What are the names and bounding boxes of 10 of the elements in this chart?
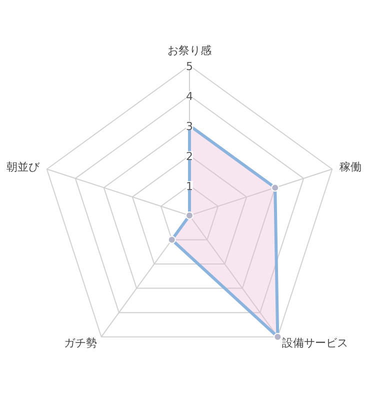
- y-tick-label: 2: [186, 150, 193, 163]
- spoke-label: 設備サービス: [282, 336, 348, 350]
- y-tick-label: 3: [186, 120, 193, 133]
- y-tick-label: 4: [186, 90, 193, 103]
- y-tick-label: 1: [186, 180, 193, 193]
- spoke-label: お祭り感: [168, 44, 212, 57]
- spoke-label: 稼働: [339, 160, 362, 174]
- spoke-label: 朝並び: [6, 160, 41, 174]
- y-tick-label: 5: [186, 60, 193, 73]
- spoke-label: ガチ勢: [64, 336, 97, 350]
